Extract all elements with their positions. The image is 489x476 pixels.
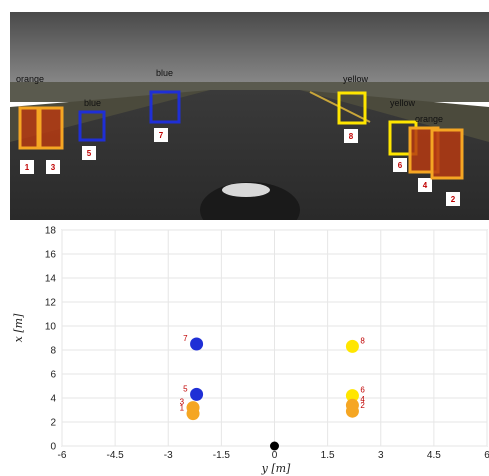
- cone-point-label-8: 8: [360, 336, 365, 345]
- y-tick-label: 2: [50, 418, 56, 429]
- camera-view: 1 orange 3 5 blue 7 blue 8 yellow 6 yellow 4 orange 2: [10, 12, 489, 220]
- x-tick-label: 4.5: [427, 450, 441, 461]
- points: 13 5 7 8 642: [180, 334, 365, 451]
- cone-point-label-5: 5: [183, 384, 188, 393]
- cone-point-7: [190, 337, 204, 351]
- cone-point-8: [345, 339, 359, 353]
- detection-id-3: 3: [51, 163, 56, 172]
- x-axis-label: y [m]: [261, 462, 291, 475]
- detection-id-badge-2: [446, 192, 460, 206]
- detection-id-5: 5: [87, 149, 92, 158]
- detection-id-6: 6: [398, 161, 403, 170]
- y-tick-label: 0: [50, 442, 56, 453]
- x-tick-label: -3: [164, 450, 173, 461]
- detection-box-2: [430, 128, 464, 180]
- detection-label-8: yellow: [343, 74, 369, 84]
- ego-vehicle-origin: [270, 441, 279, 451]
- detections-layer: 1 orange 3 5 blue 7 blue 8 yellow 6 yellow 4 orange 2: [16, 68, 464, 206]
- cone-point-label-3: 3: [180, 398, 185, 407]
- detection-id-badge-6: [393, 158, 407, 172]
- y-tick-label: 10: [45, 322, 57, 333]
- y-tick-label: 16: [45, 250, 57, 261]
- cone-point-label-2: 2: [360, 401, 365, 410]
- detection-box-8: [337, 91, 367, 125]
- x-tick-label: 1.5: [321, 450, 335, 461]
- cone-point-2: [345, 404, 359, 418]
- detection-id-4: 4: [423, 181, 428, 190]
- x-tick-label: -4.5: [107, 450, 125, 461]
- x-tick-label: 6: [484, 450, 489, 461]
- y-tick-label: 8: [50, 346, 56, 357]
- cone-point-label-6: 6: [360, 386, 365, 395]
- x-tick-label: 0: [272, 450, 278, 461]
- detection-id-badge-8: [344, 129, 358, 143]
- detection-box-7: [149, 90, 181, 124]
- detection-label-7: blue: [156, 68, 173, 78]
- detection-id-badge-5: [82, 146, 96, 160]
- detection-label-5: blue: [84, 98, 101, 108]
- detection-id-badge-3: [46, 160, 60, 174]
- car-hood-highlight: [222, 183, 270, 197]
- y-tick-label: 12: [45, 298, 57, 309]
- cone-point-6: [345, 389, 359, 403]
- detection-id-8: 8: [349, 132, 354, 141]
- x-tick-label: -6: [58, 450, 67, 461]
- detection-box-1: [18, 106, 40, 150]
- detection-label-6: yellow: [390, 98, 416, 108]
- y-tick-label: 14: [45, 274, 57, 285]
- sky: [10, 12, 489, 87]
- detection-label-4: orange: [415, 114, 443, 124]
- detection-id-1: 1: [25, 163, 30, 172]
- y-tick-label: 18: [45, 226, 57, 237]
- y-tick-label: 6: [50, 370, 56, 381]
- x-tick-label: -1.5: [213, 450, 231, 461]
- cone-point-label-4: 4: [360, 395, 365, 404]
- detection-box-3: [38, 106, 64, 150]
- y-axis-label: x [m]: [12, 313, 25, 342]
- detection-id-badge-1: [20, 160, 34, 174]
- detection-label-1: orange: [16, 74, 44, 84]
- cone-point-label-1: 1: [180, 404, 185, 413]
- cone-point-5: [190, 387, 204, 401]
- detection-id-badge-7: [154, 128, 168, 142]
- cone-point-label-7: 7: [183, 334, 188, 343]
- detection-id-badge-4: [418, 178, 432, 192]
- detection-id-7: 7: [159, 131, 164, 140]
- detection-box-5: [78, 110, 106, 142]
- detection-id-2: 2: [451, 195, 456, 204]
- y-tick-label: 4: [50, 394, 56, 405]
- x-tick-label: 3: [378, 450, 384, 461]
- cone-point-3: [186, 401, 200, 415]
